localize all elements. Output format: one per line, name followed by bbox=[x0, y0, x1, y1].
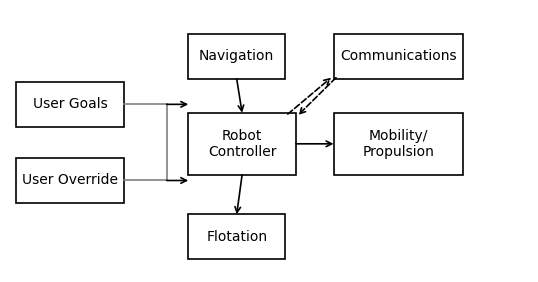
Bar bbox=[188, 113, 296, 175]
Text: Communications: Communications bbox=[340, 49, 456, 63]
Bar bbox=[188, 34, 285, 79]
Text: Flotation: Flotation bbox=[206, 230, 267, 244]
Text: User Override: User Override bbox=[22, 173, 118, 188]
Text: User Goals: User Goals bbox=[33, 97, 107, 111]
Bar bbox=[16, 158, 124, 203]
Bar bbox=[334, 113, 463, 175]
Bar bbox=[16, 82, 124, 127]
Bar bbox=[334, 34, 463, 79]
Bar bbox=[188, 214, 285, 259]
Text: Robot
Controller: Robot Controller bbox=[208, 129, 277, 159]
Text: Mobility/
Propulsion: Mobility/ Propulsion bbox=[362, 129, 434, 159]
Text: Navigation: Navigation bbox=[199, 49, 274, 63]
